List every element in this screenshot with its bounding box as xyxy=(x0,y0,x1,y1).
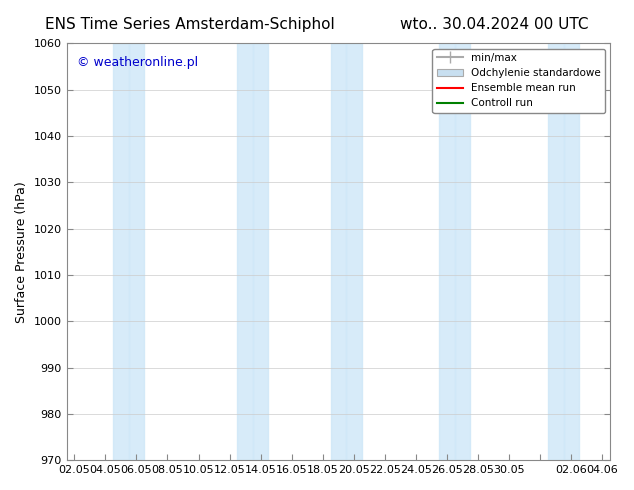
Text: wto.. 30.04.2024 00 UTC: wto.. 30.04.2024 00 UTC xyxy=(400,17,589,32)
Bar xyxy=(129,44,144,460)
Bar xyxy=(253,44,268,460)
Bar xyxy=(330,44,346,460)
Bar xyxy=(455,44,470,460)
Bar xyxy=(237,44,253,460)
Bar xyxy=(346,44,361,460)
Bar xyxy=(564,44,579,460)
Legend: min/max, Odchylenie standardowe, Ensemble mean run, Controll run: min/max, Odchylenie standardowe, Ensembl… xyxy=(432,49,605,113)
Bar xyxy=(113,44,129,460)
Text: © weatheronline.pl: © weatheronline.pl xyxy=(77,56,198,69)
Bar xyxy=(548,44,564,460)
Bar xyxy=(439,44,455,460)
Y-axis label: Surface Pressure (hPa): Surface Pressure (hPa) xyxy=(15,181,28,323)
Text: ENS Time Series Amsterdam-Schiphol: ENS Time Series Amsterdam-Schiphol xyxy=(45,17,335,32)
